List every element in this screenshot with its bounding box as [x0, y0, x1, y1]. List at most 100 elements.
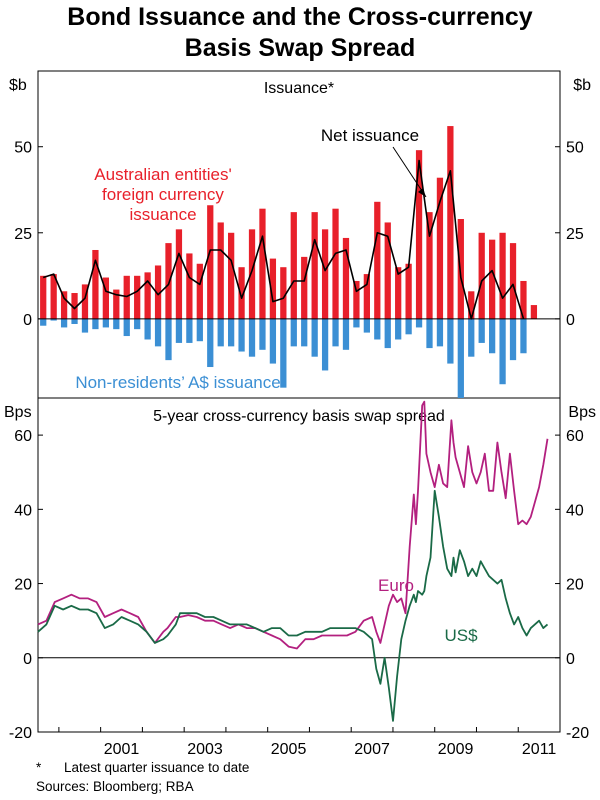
foreign-currency-bar — [259, 208, 266, 319]
y-tick-label-right: 20 — [566, 577, 584, 594]
net-issuance-label: Net issuance — [321, 126, 419, 145]
foreign-currency-bar — [363, 274, 370, 319]
aud-issuance-bar — [374, 318, 381, 340]
foreign-currency-bar — [530, 305, 538, 319]
foreign-currency-bar — [92, 249, 99, 319]
foreign-currency-bar — [478, 232, 485, 319]
foreign-currency-bar — [468, 291, 475, 319]
aud-issuance-bar — [447, 318, 454, 364]
title-line-2: Basis Swap Spread — [184, 34, 416, 62]
x-tick-label: 2007 — [354, 741, 390, 758]
right-unit-label: $b — [573, 77, 591, 94]
foreign-currency-bar — [40, 275, 47, 319]
aud-issuance-bar — [436, 318, 444, 347]
foreign-currency-bar — [290, 212, 297, 319]
foreign-currency-bar — [50, 274, 57, 319]
foreign-currency-bar — [499, 232, 506, 319]
aud-issuance-bar — [259, 318, 266, 350]
aud-issuance-bar — [415, 318, 423, 328]
aud-issuance-bar — [520, 318, 527, 354]
foreign-currency-bar — [134, 275, 141, 319]
chart-frame — [37, 70, 561, 733]
right-unit-label: Bps — [568, 404, 596, 421]
aud-issuance-bar — [60, 318, 68, 328]
net-issuance-arrowhead — [418, 188, 426, 197]
aud-issuance-bar — [196, 318, 203, 342]
notes: * Latest quarter issuance to date Sources… — [36, 758, 249, 796]
foreign-currency-bar — [186, 253, 193, 319]
aud-issuance-bar — [468, 318, 475, 357]
x-tick-label: 2011 — [522, 741, 557, 758]
y-tick-label-left: 0 — [23, 651, 32, 668]
aud-issuance-bar — [457, 318, 464, 398]
y-tick-label-left: 50 — [14, 140, 32, 157]
aud-issuance-bar — [426, 318, 433, 349]
y-tick-label-left: 25 — [14, 226, 32, 243]
usd-label: US$ — [444, 626, 478, 645]
foreign-currency-bar — [374, 201, 381, 319]
issuance-panel: $b $b Issuance* 0 0 25 25 50 50 Australian entiti… — [9, 77, 591, 398]
foreign-currency-bar — [81, 284, 89, 319]
foreign-currency-bar — [447, 126, 454, 319]
foreign-currency-bar — [384, 222, 391, 319]
euro-label: Euro — [378, 576, 414, 595]
aud-issuance-bar — [113, 318, 120, 330]
y-tick-label-right: 60 — [566, 428, 584, 445]
foreign-currency-bar — [415, 150, 423, 319]
foreign-currency-bar — [238, 267, 245, 319]
foreign-currency-bar — [60, 291, 68, 319]
y-tick-label-right: -20 — [566, 725, 589, 742]
y-tick-label-left: 40 — [14, 502, 32, 519]
foreign-currency-bar — [457, 219, 464, 319]
foreign-currency-bar — [436, 177, 444, 319]
foreign-currency-bar — [269, 258, 277, 319]
title-line-1: Bond Issuance and the Cross-currency — [67, 3, 533, 31]
usd-line — [37, 489, 549, 722]
aud-issuance-bar — [144, 318, 151, 340]
aud-issuance-bar — [301, 318, 308, 347]
foreign-currency-bar — [217, 222, 224, 319]
swap-spread-panel: Bps Bps 5-year cross-currency basis swap s… — [4, 400, 596, 742]
x-tick-label: 2003 — [187, 741, 223, 758]
plot-border — [37, 70, 561, 733]
foreign-currency-bar — [280, 267, 287, 319]
footnote-marker: * — [36, 760, 42, 775]
aud-issuance-bar — [238, 318, 245, 352]
aud-issuance-bar — [478, 318, 485, 343]
aud-issuance-label: Non-residents’ A$ issuance — [75, 373, 280, 392]
foreign-currency-bar — [102, 277, 109, 319]
foreign-currency-bar — [113, 289, 120, 319]
net-issuance-line — [42, 159, 525, 320]
foreign-currency-bar — [123, 275, 130, 319]
sources-text: Sources: Bloomberg; RBA — [36, 779, 194, 794]
x-tick-label: 2001 — [104, 741, 140, 758]
foreign-currency-bar — [509, 243, 517, 319]
foreign-currency-bar — [175, 229, 183, 319]
aud-issuance-bar — [102, 318, 109, 328]
aud-issuance-bar — [342, 318, 350, 350]
foreign-currency-bar — [353, 280, 360, 319]
aud-issuance-bar — [499, 318, 506, 385]
aud-issuance-bar — [123, 318, 130, 337]
aud-issuance-bar — [165, 318, 172, 361]
foreign-currency-bar — [144, 272, 151, 319]
aud-issuance-bar — [217, 318, 224, 347]
foreign-currency-bar — [321, 229, 329, 319]
aud-issuance-bar — [175, 318, 183, 343]
x-axis: 2001 2003 2005 2007 2009 2011 — [58, 727, 557, 758]
aud-issuance-bar — [248, 318, 256, 357]
aud-issuance-bar — [269, 318, 277, 364]
y-tick-label-left: 60 — [14, 428, 32, 445]
aud-issuance-bar — [40, 318, 47, 326]
y-tick-label-right: 0 — [566, 651, 575, 668]
foreign-currency-bar — [395, 267, 402, 319]
foreign-currency-bar — [332, 208, 339, 319]
aud-issuance-bar — [321, 318, 329, 371]
foreign-currency-bar — [489, 239, 496, 319]
aud-issuance-bar — [405, 318, 412, 335]
foreign-currency-bar — [426, 212, 433, 319]
left-unit-label: Bps — [4, 404, 32, 421]
aud-issuance-bar — [332, 318, 339, 347]
y-tick-label-right: 40 — [566, 502, 584, 519]
